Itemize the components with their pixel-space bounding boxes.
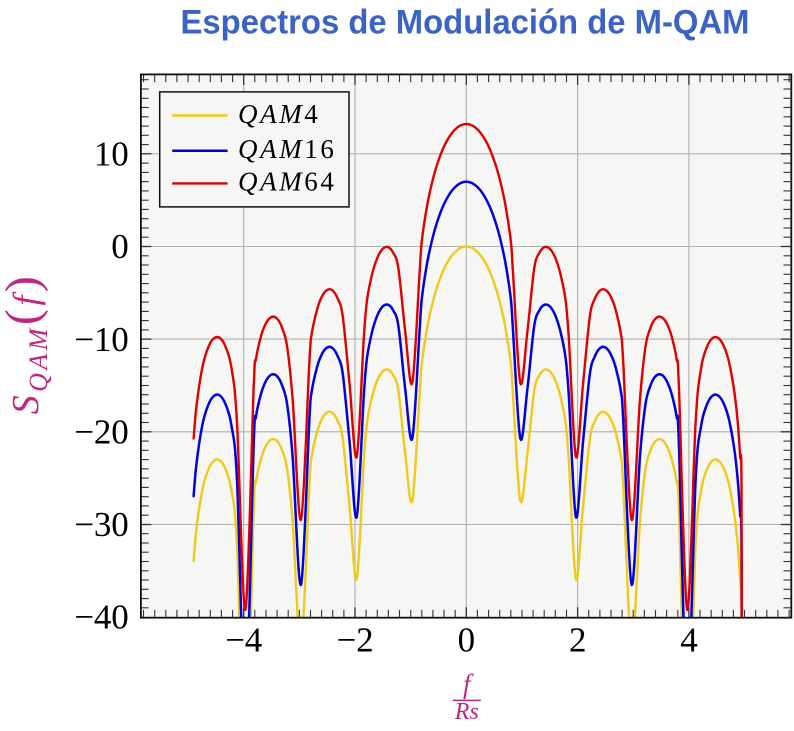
svg-text:f: f — [463, 669, 474, 699]
svg-text:0: 0 — [111, 227, 128, 266]
svg-text:10: 10 — [94, 134, 129, 173]
svg-text:−2: −2 — [337, 621, 374, 660]
svg-text:0: 0 — [458, 621, 475, 660]
svg-text:4: 4 — [680, 621, 697, 660]
svg-text:QAM64: QAM64 — [238, 167, 337, 197]
svg-text:−10: −10 — [74, 320, 128, 359]
svg-text:Espectros de Modulación de M-Q: Espectros de Modulación de M-QAM — [181, 4, 750, 42]
svg-text:Rs: Rs — [454, 699, 479, 725]
svg-text:2: 2 — [569, 621, 586, 660]
svg-text:QAM16: QAM16 — [238, 134, 337, 164]
svg-text:−40: −40 — [74, 598, 128, 637]
svg-text:−30: −30 — [74, 505, 128, 544]
svg-text:−4: −4 — [225, 621, 262, 660]
svg-text:−20: −20 — [74, 412, 128, 451]
svg-text:QAM4: QAM4 — [238, 99, 320, 129]
